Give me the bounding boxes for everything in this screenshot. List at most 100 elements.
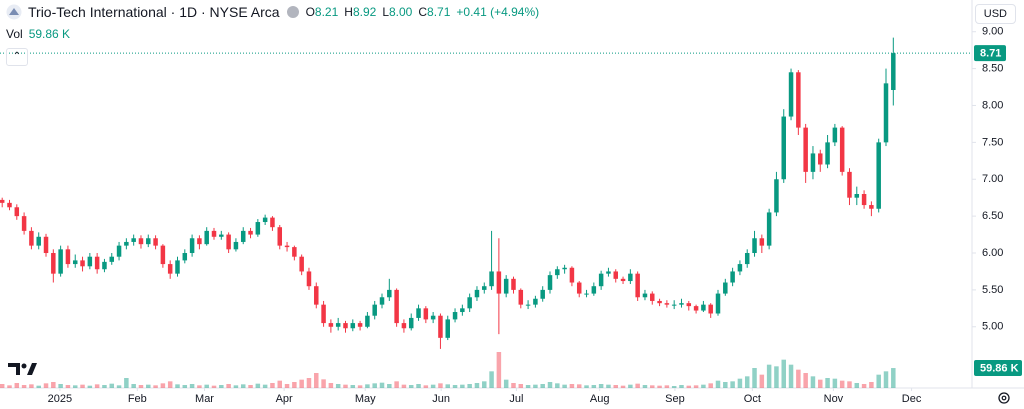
volume-bar [861,384,867,388]
candle-body [379,297,385,305]
volume-bar [211,385,217,388]
volume-bar [430,384,436,388]
volume-bar [43,383,49,388]
settings-icon[interactable] [998,392,1010,404]
candle-body [825,142,830,165]
volume-bar [284,384,290,388]
volume-bar [766,364,772,388]
volume-bar [832,378,838,388]
volume-value: 59.86 K [28,27,71,41]
candle-body [423,308,429,320]
candle-body [657,300,662,304]
x-tick-label: Mar [195,393,214,405]
candle-body [138,238,144,245]
candle-body [131,238,136,242]
volume-bar [387,384,392,388]
volume-bar [664,385,670,388]
candle-body [197,238,202,245]
candle-body [576,282,582,294]
candle-body [686,303,692,307]
x-tick-label: May [355,393,376,405]
volume-bar [277,380,283,388]
volume-bar [102,385,107,388]
candle-body [14,207,20,217]
candle-body [613,271,618,279]
volume-bar [204,384,209,388]
volume-bar [160,383,166,388]
volume-bar [533,384,538,388]
volume-bar [489,371,494,388]
ohlc-value: 8.21 [314,5,339,19]
candle-body [628,273,633,282]
candle-body [766,212,772,246]
candle-body [460,308,465,313]
candle-body [547,275,553,290]
volume-bar [255,383,261,388]
volume-bar [730,381,735,388]
candle-body [299,256,304,272]
candle-body [452,312,458,320]
y-tick-label: 7.00 [982,173,1003,185]
candle-body [839,127,845,172]
tv-logo [8,363,37,375]
volume-bar [270,383,275,388]
candle-body [759,238,765,246]
status-dot [286,6,299,18]
volume-bar [219,385,224,388]
x-tick-label: Apr [276,393,293,405]
candle-body [233,241,239,250]
volume-bar [460,384,465,388]
volume-bar [657,385,662,388]
last-volume-label: 59.86 K [980,362,1019,374]
x-tick-label: Dec [902,393,922,405]
volume-bar [306,378,312,388]
volume-bar [14,383,20,388]
volume-bar [131,384,136,388]
volume-bar [29,384,34,388]
candle-body [715,293,721,314]
volume-bar [825,378,830,388]
volume-bar [613,385,618,388]
volume-bar [708,383,713,388]
candle-body [891,53,896,90]
candle-body [36,236,41,246]
volume-bar [715,380,721,388]
candle-body [642,293,648,298]
volume-bar [314,373,319,388]
candle-body [408,317,414,329]
volume-bar [854,383,860,388]
candle-body [606,271,611,274]
candle-body [854,194,860,198]
currency-button[interactable]: USD [974,4,1016,24]
y-tick-label: 6.50 [982,210,1003,222]
volume-bar [51,382,56,388]
collapse-button[interactable]: ⌃ [6,48,28,66]
candle-body [357,323,363,327]
candle-body [321,304,326,324]
candle-body [306,271,312,287]
ohlc-key: L [382,5,389,19]
candle-body [723,282,728,294]
volume-bar [21,385,27,388]
candle-body [679,303,684,305]
ohlc-key: C [418,5,428,19]
volume-bar [810,376,816,388]
candle-body [226,234,231,250]
candle-body [540,289,545,299]
candle-body [562,267,567,270]
candle-body [365,315,370,327]
candle-body [810,153,816,172]
candle-body [116,245,122,257]
volume-bar [635,383,640,388]
volume-bar [7,385,12,388]
volume-bar [226,384,231,388]
volume-bar [847,381,852,388]
volume-bar [408,385,414,388]
candle-body [832,127,838,143]
volume-bar [109,383,115,388]
candle-body [569,267,575,283]
volume-bar [474,383,480,388]
candle-body [146,238,151,245]
volume-bar [584,385,589,388]
